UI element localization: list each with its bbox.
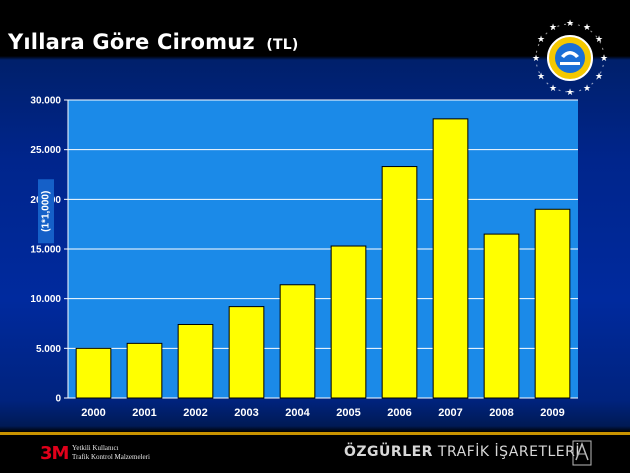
bar-2000 — [75, 347, 112, 399]
x-tick-label: 2004 — [285, 407, 310, 419]
x-tick-label: 2000 — [81, 407, 105, 419]
svg-text:★: ★ — [549, 23, 557, 33]
bar-2001 — [126, 342, 163, 399]
y-tick-label: 25.000 — [30, 145, 61, 156]
svg-text:★: ★ — [595, 72, 603, 82]
x-tick-label: 2002 — [183, 407, 207, 419]
y-tick-label: 10.000 — [30, 294, 61, 305]
svg-text:★: ★ — [583, 23, 591, 33]
bar-2009 — [534, 208, 571, 399]
svg-text:★: ★ — [600, 54, 608, 64]
svg-text:★: ★ — [583, 84, 591, 94]
title-unit: (TL) — [266, 37, 299, 53]
unit-label-box — [38, 179, 54, 244]
3m-caption-line1: Yetkili Kullanıcı — [72, 444, 119, 452]
company-brand: ÖZGÜRLER TRAFİK İŞARETLERİ — [344, 444, 580, 460]
bar-2008 — [483, 233, 520, 399]
bar-2004 — [279, 284, 316, 399]
footer-divider — [0, 432, 630, 435]
x-tick-label: 2001 — [132, 407, 156, 419]
3m-logo: 3M — [40, 443, 69, 464]
footer: 3M Yetkili Kullanıcı Trafik Kontrol Malz… — [0, 432, 630, 473]
bar-2006 — [381, 166, 418, 399]
svg-text:★: ★ — [537, 35, 545, 45]
bar-2007 — [432, 118, 469, 399]
3m-caption: Yetkili Kullanıcı Trafik Kontrol Malzeme… — [72, 444, 150, 462]
x-tick-label: 2005 — [336, 407, 360, 419]
y-tick-label: 30.000 — [30, 96, 61, 107]
svg-text:★: ★ — [537, 72, 545, 82]
x-tick-label: 2003 — [234, 407, 258, 419]
y-tick-label: 0 — [55, 394, 61, 405]
slide-title: Yıllara Göre Ciromuz (TL) — [8, 30, 298, 54]
x-tick-label: 2006 — [387, 407, 411, 419]
svg-text:★: ★ — [566, 19, 574, 29]
svg-text:★: ★ — [549, 84, 557, 94]
svg-text:★: ★ — [566, 88, 574, 96]
x-tick-label: 2007 — [438, 407, 462, 419]
unit-label: (1*1,000) — [41, 191, 52, 232]
bar-2003 — [228, 306, 265, 399]
bar-2002 — [177, 323, 214, 399]
star-circle-logo: ★ ★ ★ ★ ★ ★ ★ ★ ★ ★ ★ ★ — [532, 19, 608, 96]
x-tick-label: 2008 — [489, 407, 513, 419]
y-tick-label: 5.000 — [36, 344, 61, 355]
svg-text:★: ★ — [532, 54, 540, 64]
title-text: Yıllara Göre Ciromuz — [8, 30, 255, 54]
brand-name-bold: ÖZGÜRLER — [344, 444, 433, 460]
y-tick-label: 15.000 — [30, 245, 61, 256]
svg-text:★: ★ — [595, 35, 603, 45]
bar-2005 — [330, 245, 367, 399]
company-mark-icon — [572, 440, 592, 466]
3m-caption-line2: Trafik Kontrol Malzemeleri — [72, 453, 150, 461]
x-tick-label: 2009 — [540, 407, 564, 419]
brand-name-rest: TRAFİK İŞARETLERİ — [437, 444, 581, 460]
logo-star-ring-icon: ★ ★ ★ ★ ★ ★ ★ ★ ★ ★ ★ ★ — [532, 19, 608, 96]
